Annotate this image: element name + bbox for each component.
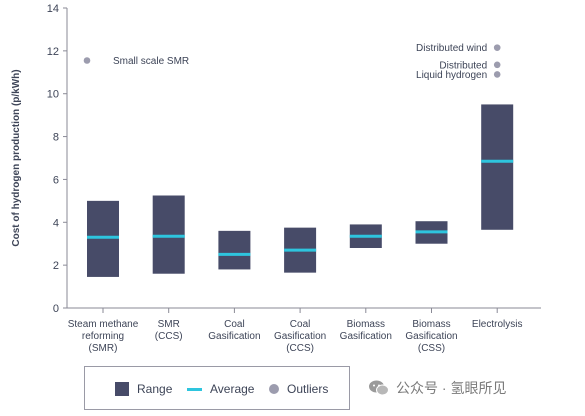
watermark-text: 公众号 · 氢眼所见 xyxy=(396,380,507,396)
x-tick-label-line: Gasification xyxy=(405,331,457,342)
x-tick-label: Biomass Gasification (CSS) xyxy=(405,319,457,354)
outlier-point xyxy=(493,71,501,78)
legend-label-average: Average xyxy=(210,382,255,396)
y-tick-label: 2 xyxy=(53,260,59,272)
range-bar xyxy=(218,230,251,270)
x-tick-label: SMR (CCS) xyxy=(155,319,183,342)
wechat-icon xyxy=(369,380,389,396)
outlier-point xyxy=(493,44,501,51)
legend-item-average: Average xyxy=(187,380,254,398)
x-tick-label-line: Gasification xyxy=(274,331,326,342)
x-tick-label-line: SMR xyxy=(158,319,180,330)
x-tick-label-line: Coal xyxy=(290,319,311,330)
x-tick-label-line: Biomass xyxy=(412,319,450,330)
range-bar xyxy=(87,200,119,277)
y-tick-label: 10 xyxy=(47,89,59,101)
x-tick-label-line: Steam methane xyxy=(68,319,139,330)
axes: 0 2 4 6 8 10 12 14 Cost of hydrogen production (… xyxy=(11,3,541,354)
outlier-label: Liquid hydrogen xyxy=(416,70,487,81)
x-tick-label: Coal Gasification xyxy=(208,319,260,342)
x-tick-label: Biomass Gasification xyxy=(340,319,392,342)
chart-marks: Small scale SMR Distributed wind Distribut… xyxy=(83,43,514,277)
outlier-point xyxy=(493,61,501,69)
y-tick-label: 8 xyxy=(53,132,59,144)
x-tick-label-line: reforming xyxy=(82,331,124,342)
y-tick-label: 14 xyxy=(47,3,59,15)
x-tick-label-line: Gasification xyxy=(208,331,260,342)
legend: Range Average Outliers xyxy=(84,366,350,410)
chart: 0 2 4 6 8 10 12 14 Cost of hydrogen production (… xyxy=(11,3,541,354)
x-tick-label: Coal Gasification (CCS) xyxy=(274,319,326,354)
legend-item-outliers: Outliers xyxy=(269,380,328,398)
range-bar xyxy=(152,195,185,274)
x-tick-label-line: Gasification xyxy=(340,331,392,342)
y-tick-label: 0 xyxy=(53,303,59,315)
x-tick-label-line: Electrolysis xyxy=(472,319,523,330)
legend-item-range: Range xyxy=(115,380,172,398)
x-tick-label-line: (CCS) xyxy=(155,331,183,342)
outlier-label: Distributed xyxy=(439,60,487,71)
x-tick-label-line: Biomass xyxy=(347,319,385,330)
outlier-label: Distributed wind xyxy=(416,43,487,54)
x-tick-label: Electrolysis xyxy=(472,319,523,330)
y-axis-title: Cost of hydrogen production (p/kWh) xyxy=(11,69,22,246)
watermark: 公众号 · 氢眼所见 xyxy=(368,376,506,400)
x-tick-label: Steam methane reforming (SMR) xyxy=(68,319,139,354)
range-bar xyxy=(481,104,514,230)
x-tick-label-line: (CSS) xyxy=(418,343,445,354)
legend-swatch-outliers xyxy=(269,384,279,394)
legend-label-outliers: Outliers xyxy=(287,382,329,396)
legend-swatch-range xyxy=(115,382,129,396)
outlier-point xyxy=(83,57,91,64)
legend-swatch-average xyxy=(187,387,202,391)
y-tick-label: 4 xyxy=(53,217,59,229)
y-tick-label: 12 xyxy=(47,46,59,58)
y-tick-label: 6 xyxy=(53,174,59,186)
x-tick-label-line: (CCS) xyxy=(286,343,314,354)
outlier-label: Small scale SMR xyxy=(113,56,189,67)
x-tick-label-line: Coal xyxy=(224,319,245,330)
legend-label-range: Range xyxy=(137,382,173,396)
x-tick-label-line: (SMR) xyxy=(89,343,118,354)
